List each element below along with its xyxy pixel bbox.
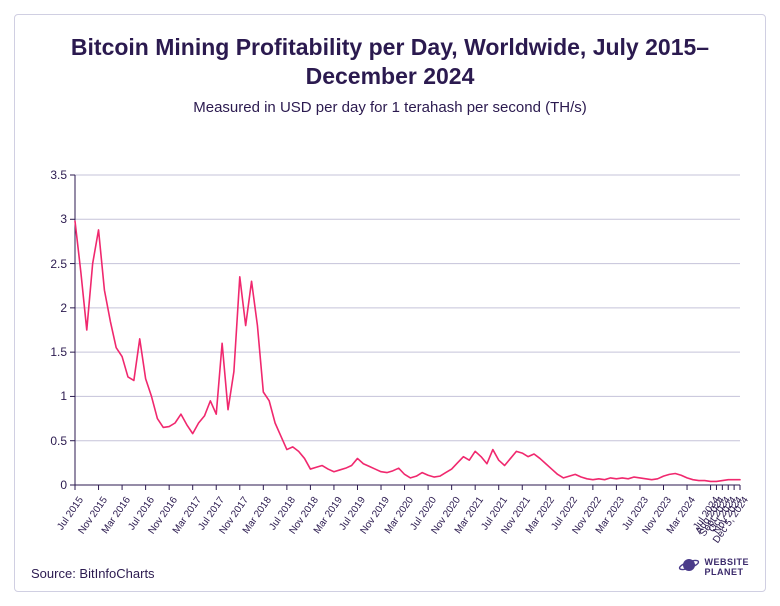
planet-icon bbox=[678, 554, 700, 581]
y-tick-label: 2.5 bbox=[37, 257, 67, 271]
y-tick-label: 1.5 bbox=[37, 345, 67, 359]
source-text: Source: BitInfoCharts bbox=[31, 566, 155, 581]
y-tick-label: 0 bbox=[37, 478, 67, 492]
chart-title: Bitcoin Mining Profitability per Day, Wo… bbox=[45, 33, 735, 91]
y-tick-label: 2 bbox=[37, 301, 67, 315]
plot-area bbox=[75, 175, 740, 485]
chart-frame: Bitcoin Mining Profitability per Day, Wo… bbox=[14, 14, 766, 592]
chart-subtitle: Measured in USD per day for 1 terahash p… bbox=[45, 99, 735, 116]
website-planet-logo: WEBSITEPLANET bbox=[678, 554, 749, 581]
y-tick-label: 1 bbox=[37, 389, 67, 403]
y-tick-label: 0.5 bbox=[37, 434, 67, 448]
y-tick-label: 3 bbox=[37, 212, 67, 226]
line-chart-svg bbox=[75, 175, 740, 485]
y-tick-label: 3.5 bbox=[37, 168, 67, 182]
logo-text: WEBSITEPLANET bbox=[704, 558, 749, 577]
